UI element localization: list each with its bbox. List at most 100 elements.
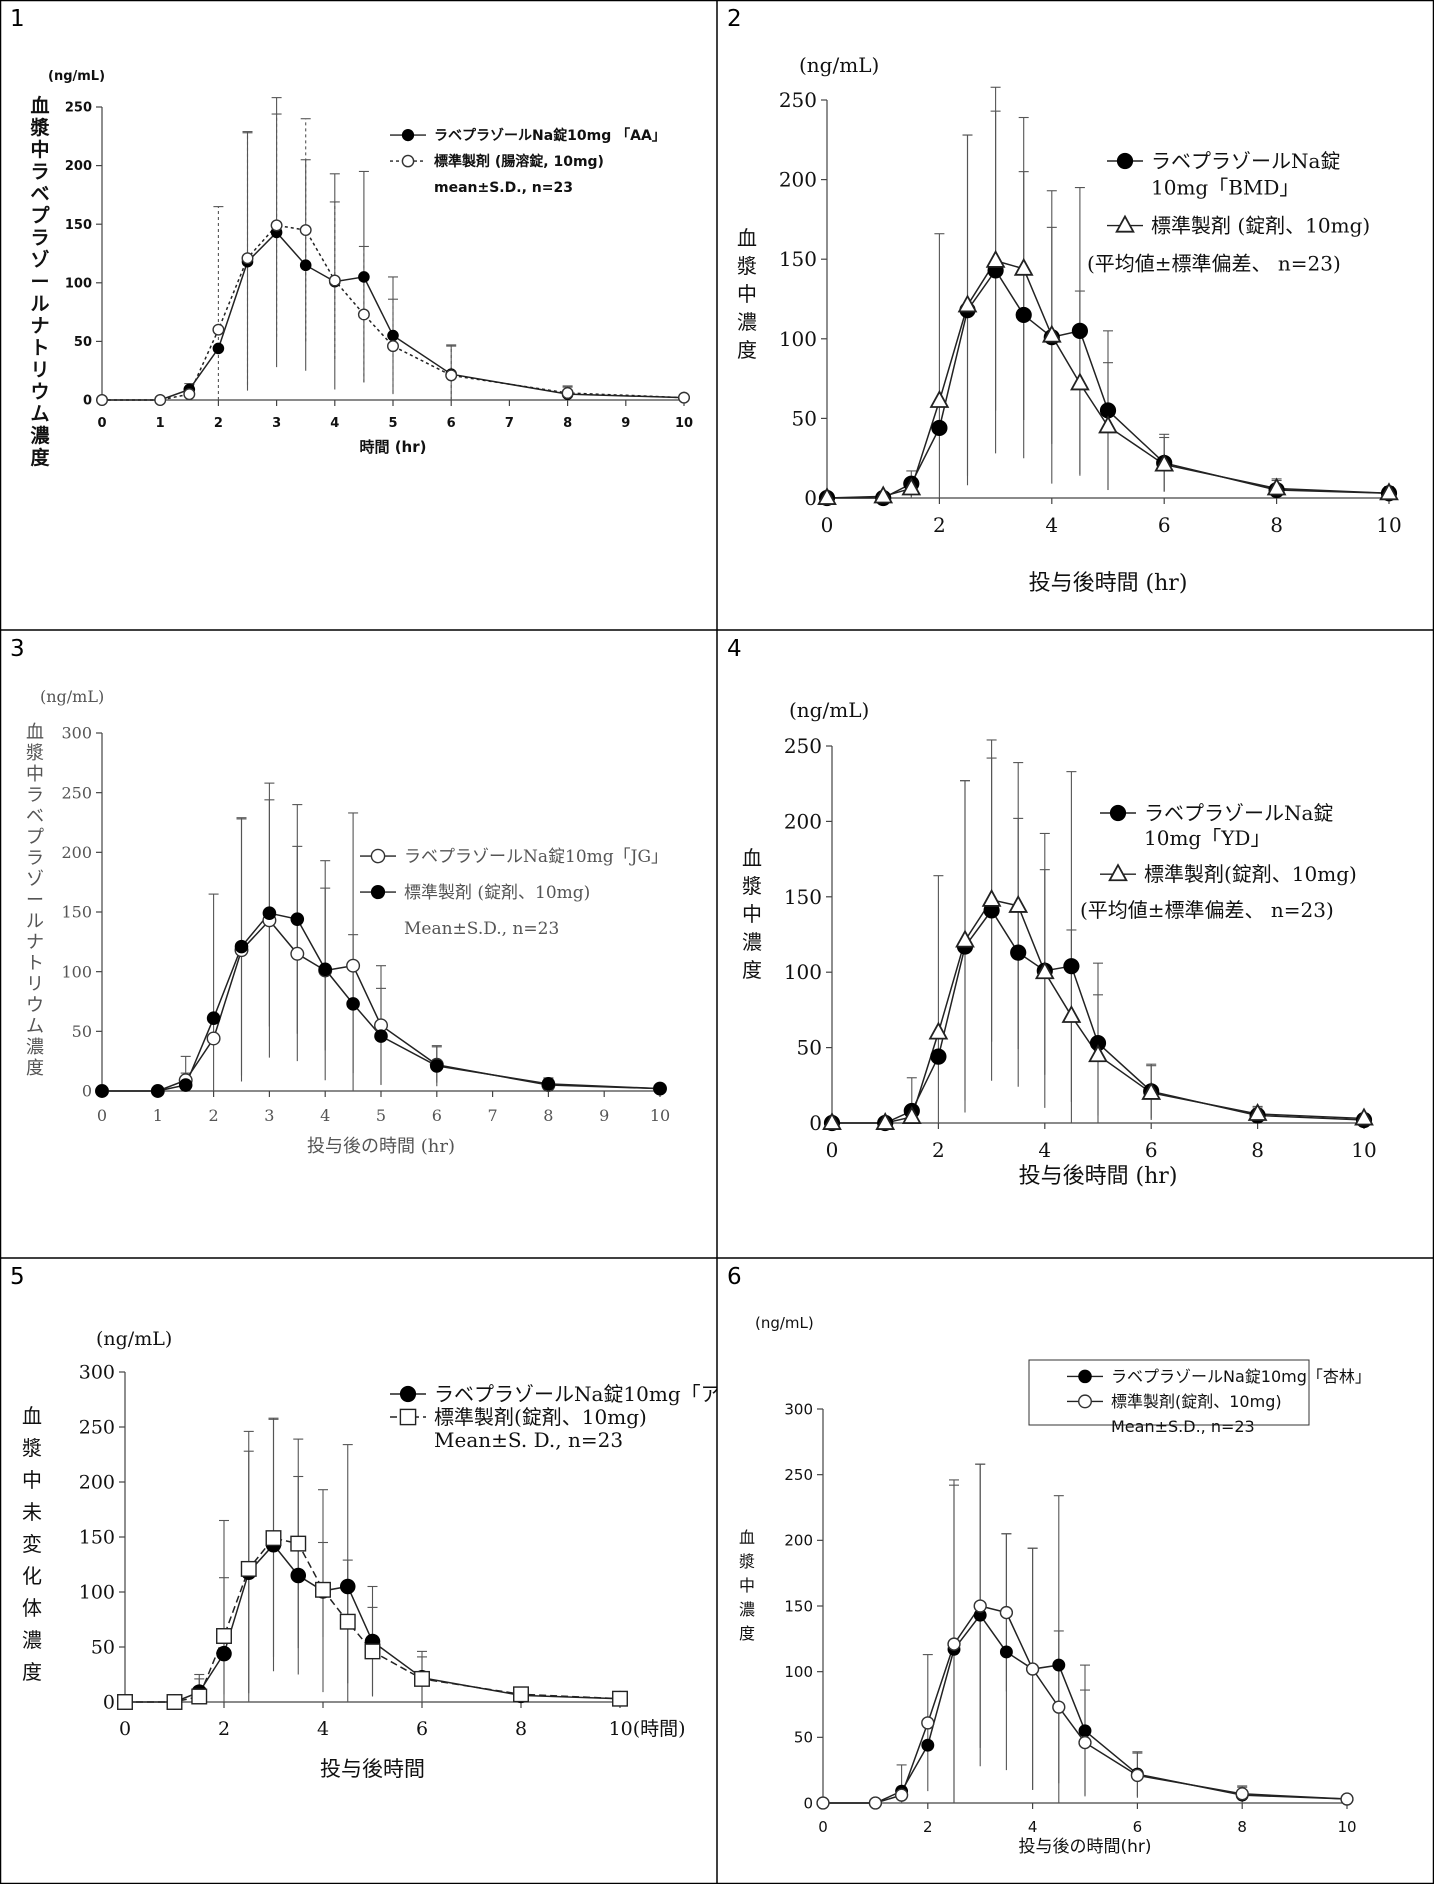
- data-point: [318, 962, 332, 977]
- data-point: [299, 259, 312, 272]
- chart-svg: 0 50 100 150 200 250 300 0 1 2 3 4 5 6 7 8 9 10 (ng/mL) 血漿中…: [26, 687, 670, 1157]
- data-point: [1071, 322, 1088, 339]
- data-point: [999, 1645, 1013, 1659]
- x-tick-label: 10(時間): [609, 1718, 686, 1740]
- data-point: [262, 906, 277, 920]
- data-point: [290, 1567, 307, 1584]
- data-point: [290, 912, 305, 926]
- data-point: [117, 1694, 133, 1710]
- y-tick-label: 200: [61, 843, 92, 862]
- x-tick-label: 8: [543, 1106, 553, 1125]
- y-axis-title: 血漿中濃度: [742, 846, 762, 982]
- y-axis-title: 血漿中濃度: [737, 226, 757, 362]
- data-point: [816, 1796, 830, 1810]
- x-tick-label: 2: [218, 1718, 230, 1740]
- legend: ラベプラゾールNa錠10mg 「AA」標準製剤 (腸溶錠, 10mg) mean±…: [390, 127, 666, 196]
- legend-label: ラベプラゾールNa錠10mg「アメル」: [434, 1382, 717, 1406]
- data-point: [315, 1581, 331, 1598]
- y-tick-label: 0: [83, 394, 92, 409]
- y-tick-label: 150: [784, 1597, 813, 1615]
- legend-marker: [1115, 214, 1135, 233]
- y-tick-label: 50: [74, 335, 92, 350]
- data-point: [513, 1686, 529, 1703]
- data-point: [166, 1694, 183, 1710]
- data-point: [1052, 1658, 1066, 1672]
- legend-marker: [1109, 804, 1127, 822]
- x-tick-label: 9: [599, 1106, 609, 1125]
- y-tick-label: 250: [784, 1466, 813, 1484]
- x-tick-label: 5: [376, 1106, 386, 1125]
- data-point: [999, 1605, 1014, 1620]
- data-point: [346, 997, 360, 1011]
- y-tick-label: 200: [784, 1532, 813, 1550]
- y-tick-label: 0: [803, 1794, 813, 1812]
- data-point: [339, 1613, 356, 1630]
- y-tick-label: 0: [103, 1692, 115, 1714]
- legend-label: ラベプラゾールNa錠: [1144, 801, 1333, 825]
- y-axis-title: 血漿中濃度: [739, 1528, 755, 1643]
- data-point: [1070, 372, 1090, 391]
- chart-panel-5: 5 0 50 100 150 200 250 300 0 2 4 6 8 10(時間) (ng/mL) 血漿中…: [0, 1258, 717, 1884]
- x-tick-label: 10: [1351, 1138, 1376, 1162]
- data-point: [212, 342, 225, 355]
- y-tick-label: 50: [797, 1036, 822, 1060]
- y-tick-label: 150: [65, 218, 92, 233]
- x-tick-label: 6: [416, 1718, 428, 1740]
- x-tick-label: 6: [1133, 1818, 1143, 1836]
- x-tick-label: 0: [119, 1718, 131, 1740]
- data-point: [931, 419, 948, 437]
- y-tick-label: 150: [79, 1527, 115, 1549]
- legend: ラベプラゾールNa錠10mg「杏林」標準製剤(錠剤、10mg) Mean±S.D.…: [1028, 1359, 1371, 1436]
- data-point: [1235, 1787, 1249, 1801]
- x-tick-label: 6: [1158, 513, 1171, 537]
- y-tick-label: 300: [61, 724, 92, 743]
- data-point: [206, 1031, 221, 1046]
- legend-label: Mean±S.D., n=23: [1111, 1417, 1255, 1436]
- x-tick-label: 10: [1337, 1818, 1356, 1836]
- y-unit-label: (ng/mL): [799, 53, 879, 77]
- data-point: [1078, 1735, 1092, 1750]
- legend-marker: [1108, 863, 1128, 882]
- x-tick-label: 9: [621, 416, 630, 431]
- legend-marker: [399, 1385, 417, 1403]
- y-tick-label: 0: [804, 486, 817, 510]
- legend-label: ラベプラゾールNa錠: [1151, 149, 1340, 173]
- data-point: [357, 308, 370, 321]
- legend-label: (平均値±標準偏差、 n=23): [1087, 252, 1341, 276]
- y-tick-label: 250: [65, 101, 92, 116]
- legend-label: mean±S.D., n=23: [434, 180, 573, 196]
- y-tick-label: 100: [784, 1663, 813, 1681]
- x-tick-label: 8: [1251, 1138, 1264, 1162]
- data-point: [947, 1637, 961, 1651]
- x-tick-label: 1: [156, 416, 165, 431]
- data-point: [270, 219, 283, 232]
- legend-label: 標準製剤 (腸溶錠, 10mg): [434, 153, 604, 170]
- data-point: [265, 1530, 282, 1547]
- data-point: [387, 329, 399, 342]
- x-tick-label: 4: [1028, 1818, 1038, 1836]
- y-tick-label: 0: [82, 1082, 92, 1101]
- y-tick-label: 100: [65, 276, 92, 291]
- x-tick-label: 10: [1376, 513, 1401, 537]
- x-tick-label: 4: [320, 1106, 330, 1125]
- data-point: [151, 1084, 165, 1098]
- x-tick-label: 4: [330, 416, 339, 431]
- y-unit-label: (ng/mL): [48, 69, 105, 84]
- x-tick-label: 7: [488, 1106, 498, 1125]
- data-point: [1061, 1004, 1082, 1023]
- series-2: [180, 799, 665, 1091]
- chart-svg: 0 50 100 150 200 250 300 0 2 4 6 8 10(時間) (ng/mL) 血漿中未…: [22, 1328, 717, 1781]
- x-axis-title: 投与後の時間 (hr): [307, 1136, 455, 1157]
- x-tick-label: 2: [214, 416, 223, 431]
- y-tick-label: 50: [794, 1729, 813, 1747]
- y-tick-label: 250: [79, 1417, 115, 1439]
- legend-label: 標準製剤 (錠剤、10mg): [404, 883, 590, 903]
- legend-marker: [1116, 152, 1134, 170]
- y-tick-label: 150: [779, 247, 817, 271]
- data-point: [387, 340, 399, 353]
- legend: ラベプラゾールNa錠10mg「アメル」標準製剤(錠剤、10mg)Mean±S. …: [390, 1382, 717, 1452]
- x-tick-label: 4: [317, 1718, 329, 1740]
- x-axis-title: 投与後時間: [320, 1757, 425, 1781]
- chart-panel-3: 3 0 50 100 150 200 250 300 0 1 2 3 4 5 6 7 8 9 10 (ng/mL) 血漿…: [0, 630, 717, 1258]
- legend-marker: [1078, 1369, 1092, 1384]
